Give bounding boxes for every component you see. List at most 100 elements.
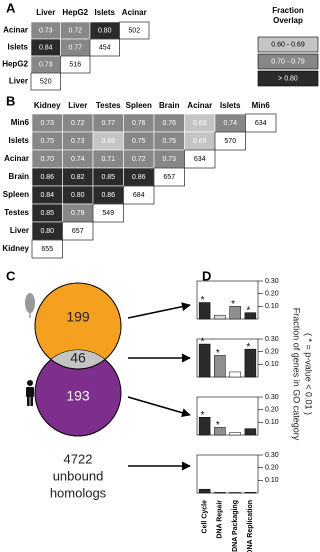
bar: [229, 432, 241, 436]
count-cell: [123, 185, 155, 205]
cell-value: 0.85: [40, 210, 54, 217]
bar: [198, 302, 211, 320]
plot-frame: [196, 396, 259, 436]
count-cell: [62, 221, 94, 241]
cell-value: 0.74: [71, 156, 85, 163]
count-cell: [245, 113, 277, 133]
row-header: HepG2: [2, 60, 28, 69]
x-tick-label: DNA Packaging: [232, 500, 239, 552]
cell-value: 0.86: [101, 192, 115, 199]
y-tick-label: 0.20: [265, 291, 279, 298]
row-header: Kidney: [2, 244, 29, 253]
column-header: Liver: [68, 101, 87, 110]
x-tick-label: DNA Repair: [217, 500, 224, 539]
legend-label: > 0.80: [278, 75, 298, 82]
y-tick-label: 0.20: [265, 407, 279, 414]
cell-value: 0.73: [39, 61, 53, 68]
bar: [244, 312, 257, 320]
legend-swatch: [257, 53, 319, 70]
human-icon: [26, 380, 34, 406]
cell-value: 0.84: [40, 192, 54, 199]
cell-value: 0.73: [71, 138, 85, 145]
row-header: Testes: [4, 208, 29, 217]
cell-value: 0.85: [101, 174, 115, 181]
legend-label: 0.70 - 0.79: [271, 58, 305, 65]
y-tick-label: 0.10: [265, 361, 279, 368]
count-cell: [89, 38, 120, 57]
y-tick-label: 0.30: [265, 452, 279, 459]
cell-value: 684: [133, 192, 145, 199]
legend-label: 0.60 - 0.69: [271, 41, 305, 48]
x-tick-label: DNA Replication: [247, 500, 254, 552]
cell-value: 0.63: [193, 120, 207, 127]
panel-label: A: [6, 0, 16, 15]
bar: [229, 371, 241, 378]
cell-value: 0.80: [98, 27, 112, 34]
legend-title: Fraction: [272, 6, 304, 15]
bar: [214, 355, 226, 378]
unbound-label: unbound: [53, 468, 104, 483]
cell-value: 657: [72, 228, 84, 235]
significance-mark: *: [201, 410, 205, 421]
row-header: Acinar: [4, 154, 29, 163]
cell-value: 0.70: [40, 156, 54, 163]
significance-mark: *: [216, 420, 220, 431]
plot-frame: [196, 280, 259, 320]
cell-value: 0.74: [223, 120, 237, 127]
plot-frame: [196, 338, 259, 378]
cell-value: 0.75: [162, 138, 176, 145]
cell-value: 454: [99, 44, 111, 51]
y-tick-label: 0.10: [265, 303, 279, 310]
row-header: Brain: [9, 172, 30, 181]
cell-value: 657: [163, 174, 175, 181]
cell-value: 0.72: [71, 120, 85, 127]
significance-mark: *: [231, 299, 235, 310]
column-header: Brain: [159, 101, 180, 110]
column-header: Spleen: [126, 101, 152, 110]
cell-value: 0.77: [68, 44, 82, 51]
significance-mark: *: [246, 342, 250, 353]
cell-value: 655: [41, 246, 53, 253]
count-cell: [119, 21, 150, 40]
column-header: HepG2: [62, 8, 88, 17]
cell-value: 0.86: [40, 174, 54, 181]
panel-label: B: [6, 93, 15, 108]
unbound-count: 4722: [64, 451, 93, 466]
column-header: Islets: [95, 8, 116, 17]
column-header: Kidney: [34, 101, 61, 110]
bar: [229, 306, 241, 320]
cell-value: 520: [40, 78, 52, 85]
y-tick-label: 0.10: [265, 419, 279, 426]
y-tick-label: 0.20: [265, 349, 279, 356]
y-tick-label: 0.30: [265, 394, 279, 401]
y-tick-label: 0.30: [265, 336, 279, 343]
bar: [229, 492, 241, 494]
panel-label: C: [6, 268, 16, 283]
leaf-icon: [25, 293, 35, 318]
unbound-label: homologs: [50, 485, 107, 500]
bar: [198, 417, 211, 436]
significance-mark: *: [201, 295, 205, 306]
y-tick-label: 0.30: [265, 278, 279, 285]
plot-frame: [196, 454, 259, 494]
bar: [198, 343, 211, 378]
venn-bottom-count: 193: [66, 388, 90, 404]
cell-value: 516: [69, 61, 81, 68]
legend-title: Overlap: [273, 16, 303, 25]
cell-value: 0.75: [40, 138, 54, 145]
cell-value: 0.77: [101, 120, 115, 127]
cell-value: 0.79: [71, 210, 85, 217]
legend-swatch: [257, 70, 319, 87]
column-header: Islets: [220, 101, 241, 110]
x-tick-label: Cell Cycle: [201, 500, 208, 534]
count-cell: [214, 131, 246, 151]
bar: [214, 427, 226, 436]
count-cell: [30, 72, 61, 91]
count-cell: [60, 55, 91, 74]
column-header: Min6: [252, 101, 271, 110]
panel-label: D: [202, 268, 211, 283]
cell-value: 0.86: [132, 174, 146, 181]
